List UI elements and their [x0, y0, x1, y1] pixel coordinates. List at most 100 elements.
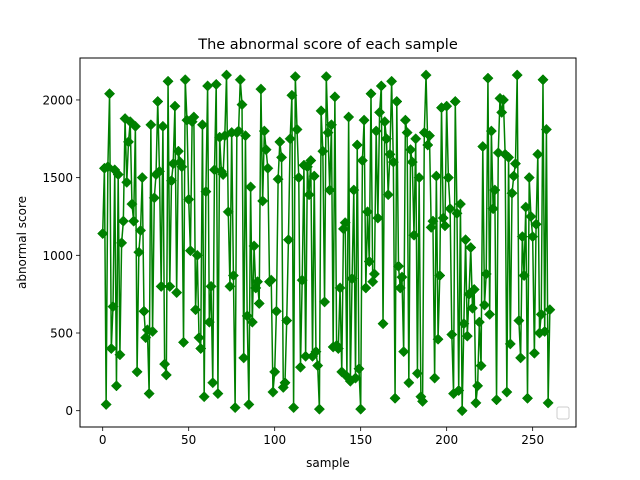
- data-point-marker: [386, 75, 398, 87]
- data-point-marker: [177, 336, 190, 348]
- data-point-marker: [147, 325, 159, 338]
- data-point-marker: [105, 342, 117, 355]
- data-point-marker: [355, 403, 367, 415]
- x-tick-label: 200: [435, 433, 458, 447]
- data-point-marker: [420, 69, 432, 81]
- data-point-marker: [537, 74, 549, 86]
- data-point-marker: [468, 283, 480, 296]
- data-point-marker: [396, 271, 408, 283]
- data-point-marker: [442, 172, 454, 184]
- data-point-marker: [449, 95, 461, 108]
- data-point-marker: [466, 302, 479, 314]
- y-tick-label: 0: [65, 404, 73, 418]
- data-point-marker: [251, 276, 264, 288]
- data-point-marker: [410, 133, 422, 145]
- data-point-marker: [477, 141, 489, 153]
- data-point-marker: [368, 268, 380, 280]
- data-point-marker: [535, 308, 547, 320]
- data-point-marker: [325, 119, 337, 131]
- data-point-marker: [157, 120, 169, 132]
- data-point-marker: [377, 318, 389, 330]
- data-point-marker: [423, 130, 436, 142]
- y-axis: 0 500 1000 1500 2000: [42, 93, 80, 418]
- data-point-marker: [145, 119, 157, 131]
- data-point-marker: [422, 139, 434, 151]
- data-point-marker: [334, 282, 346, 294]
- data-point-marker: [253, 297, 265, 310]
- data-point-marker: [97, 228, 109, 240]
- data-point-marker: [375, 80, 387, 92]
- data-point-marker: [310, 346, 322, 358]
- data-point-marker: [202, 80, 214, 92]
- data-point-marker: [296, 274, 308, 286]
- data-point-marker: [319, 296, 331, 308]
- data-point-marker: [286, 89, 298, 101]
- data-point-marker: [220, 69, 233, 81]
- data-point-marker: [482, 72, 494, 84]
- data-point-marker: [503, 151, 515, 163]
- data-point-marker: [148, 192, 160, 204]
- data-point-marker: [110, 380, 123, 392]
- data-point-marker: [248, 240, 260, 252]
- data-point-marker: [260, 144, 272, 156]
- data-point-marker: [291, 123, 303, 136]
- data-point-marker: [205, 280, 217, 292]
- data-point-marker: [140, 332, 152, 344]
- data-point-marker: [129, 120, 141, 132]
- data-point-marker: [532, 148, 544, 160]
- data-point-marker: [367, 276, 379, 288]
- y-axis-label: abnormal score: [15, 196, 29, 289]
- data-point-marker: [305, 154, 317, 167]
- data-point-marker: [461, 330, 473, 342]
- data-point-marker: [119, 113, 131, 125]
- data-point-marker: [245, 181, 257, 193]
- data-point-marker: [497, 94, 509, 106]
- data-point-marker: [138, 305, 150, 317]
- data-point-marker: [439, 220, 451, 232]
- data-point-marker: [114, 349, 126, 361]
- data-point-marker: [430, 170, 442, 182]
- data-point-marker: [117, 215, 129, 227]
- data-point-marker: [224, 280, 236, 292]
- data-point-marker: [222, 206, 234, 218]
- series-line: [101, 74, 551, 412]
- data-point-marker: [265, 274, 277, 286]
- data-point-marker: [276, 151, 288, 163]
- data-point-marker: [387, 156, 399, 168]
- data-point-marker: [143, 388, 155, 400]
- data-point-marker: [303, 189, 315, 201]
- x-axis-label: sample: [306, 456, 350, 470]
- data-point-marker: [241, 310, 253, 322]
- data-point-marker: [294, 361, 307, 373]
- data-point-marker: [398, 346, 410, 358]
- data-point-marker: [525, 210, 537, 223]
- data-point-marker: [239, 130, 252, 142]
- y-tick-label: 500: [50, 327, 73, 341]
- data-point-marker: [413, 172, 425, 184]
- x-axis: 0 50 100 150 200 250: [99, 427, 544, 447]
- data-point-marker: [504, 338, 516, 350]
- data-point-marker: [289, 71, 301, 83]
- data-point-marker: [233, 125, 245, 137]
- x-tick-label: 100: [263, 433, 286, 447]
- data-point-marker: [515, 352, 527, 364]
- data-point-marker: [544, 304, 556, 316]
- series-line-group: [101, 74, 551, 412]
- data-point-marker: [116, 237, 128, 249]
- data-point-marker: [365, 88, 377, 100]
- data-point-marker: [198, 391, 210, 403]
- data-point-marker: [217, 168, 229, 181]
- y-tick-label: 1000: [42, 249, 73, 263]
- data-point-marker: [521, 392, 534, 404]
- data-point-marker: [288, 402, 300, 414]
- y-tick-label: 1500: [42, 171, 73, 185]
- data-point-marker: [339, 217, 351, 229]
- data-point-marker: [212, 388, 224, 400]
- data-point-marker: [274, 136, 286, 148]
- data-point-marker: [270, 305, 282, 317]
- data-point-marker: [446, 329, 458, 341]
- data-point-marker: [152, 95, 164, 108]
- data-point-marker: [384, 148, 396, 160]
- data-point-marker: [530, 218, 542, 230]
